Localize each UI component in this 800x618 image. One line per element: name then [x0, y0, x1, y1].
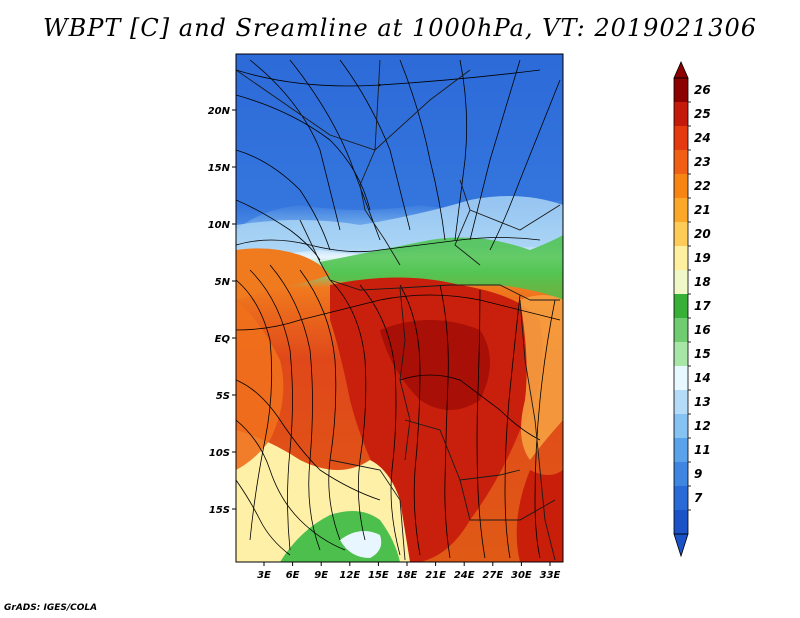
colorbar-swatch [674, 294, 688, 319]
longitude-axis: 3E 6E 9E 12E 15E 18E 21E 24E 27E 30E 33E [257, 562, 561, 581]
colorbar-swatch [674, 270, 688, 295]
colorbar-label: 25 [694, 107, 711, 121]
colorbar-label: 24 [694, 131, 711, 145]
lat-label: 10N [208, 220, 231, 231]
colorbar-label: 21 [694, 203, 711, 217]
colorbar-label: 13 [694, 395, 711, 409]
colorbar-label: 19 [694, 251, 711, 265]
footer-credit: GrADS: IGES/COLA [4, 603, 98, 613]
colorbar-label: 9 [694, 467, 702, 481]
colorbar-swatch [674, 366, 688, 391]
lat-label: 15N [208, 163, 231, 174]
colorbar-label: 12 [694, 419, 711, 433]
country-borders [236, 59, 561, 561]
colorbar-top-arrow [673, 61, 689, 79]
wbpt-field [236, 54, 563, 562]
colorbar-label: 22 [694, 179, 711, 193]
colorbar-swatch [674, 78, 688, 103]
lon-label: 24E [454, 570, 475, 581]
plot-frame [235, 53, 564, 563]
colorbar-swatch [674, 462, 688, 487]
colorbar-label: 17 [694, 299, 711, 313]
lat-label: EQ [215, 334, 231, 345]
colorbar-label: 15 [694, 347, 711, 361]
colorbar-label: 14 [694, 371, 711, 385]
streamlines [236, 59, 561, 559]
colorbar-swatch [674, 342, 688, 367]
lon-label: 12E [339, 570, 360, 581]
lon-label: 3E [257, 570, 271, 581]
lon-label: 27E [482, 570, 503, 581]
colorbar-label: 16 [694, 323, 711, 337]
colorbar-label: 7 [694, 491, 703, 505]
lat-label: 10S [209, 448, 230, 459]
colorbar-swatch [674, 486, 688, 511]
colorbar-label: 26 [694, 83, 711, 97]
colorbar-label: 11 [694, 443, 711, 457]
colorbar-swatch [674, 126, 688, 151]
colorbar-swatch [674, 222, 688, 247]
lon-label: 6E [286, 570, 300, 581]
colorbar-swatch [674, 150, 688, 175]
colorbar-frame [673, 77, 689, 535]
lat-label: 5N [215, 277, 231, 288]
colorbar-swatch [674, 510, 688, 535]
lat-label: 20N [208, 106, 231, 117]
colorbar-label: 18 [694, 275, 711, 289]
lon-label: 21E [425, 570, 446, 581]
lon-label: 15E [368, 570, 389, 581]
colorbar-swatch [674, 414, 688, 439]
colorbar-swatch [674, 438, 688, 463]
colorbar-label: 20 [694, 227, 711, 241]
page-title: WBPT [C] and Sreamline at 1000hPa, VT: 2… [42, 14, 758, 42]
colorbar-bottom-arrow [673, 533, 689, 558]
lon-label: 33E [540, 570, 561, 581]
colorbar-label: 23 [694, 155, 711, 169]
lon-label: 18E [397, 570, 418, 581]
colorbar-swatch [674, 246, 688, 271]
colorbar-swatch [674, 102, 688, 127]
lon-label: 9E [314, 570, 328, 581]
colorbar: 26 25 24 23 22 21 20 19 18 17 16 15 14 13 12 11 9 7 [673, 61, 711, 558]
colorbar-swatch [674, 198, 688, 223]
lat-label: 15S [209, 505, 230, 516]
lat-label: 5S [216, 391, 230, 402]
lon-label: 30E [511, 570, 532, 581]
colorbar-swatch [674, 390, 688, 415]
colorbar-swatch [674, 174, 688, 199]
colorbar-swatch [674, 318, 688, 343]
latitude-axis: 20N 15N 10N 5N EQ 5S 10S 15S [208, 106, 236, 516]
